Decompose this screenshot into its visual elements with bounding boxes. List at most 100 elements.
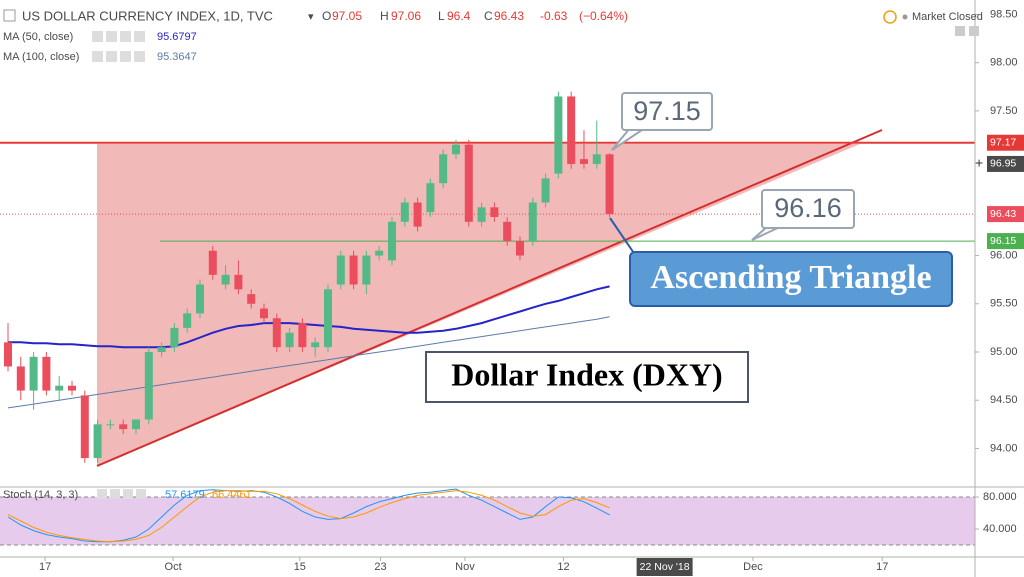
candle-body	[349, 255, 358, 285]
candle-body	[80, 395, 89, 459]
price-tag	[987, 134, 1024, 151]
legend-controls[interactable]	[92, 31, 145, 42]
candle-body	[567, 96, 576, 164]
collapse-icon[interactable]	[3, 9, 16, 22]
candle-body	[285, 332, 294, 348]
legend-controls[interactable]	[97, 489, 146, 499]
legend-ma50-value: 95.6797	[157, 31, 197, 43]
y-tick-label: 40.000	[983, 523, 1017, 535]
price-tag-label: 96.95	[990, 158, 1016, 170]
candle-body	[259, 308, 268, 319]
candle-body	[515, 241, 524, 256]
candle-body	[503, 221, 512, 242]
stoch-title: Stoch (14, 3, 3)	[3, 489, 78, 501]
candle-body	[605, 154, 614, 215]
callout-box	[629, 251, 953, 307]
chart-label: Dollar Index (DXY)	[451, 356, 722, 392]
y-tick-label: 94.00	[990, 442, 1018, 454]
candle-body	[439, 154, 448, 184]
price-tag-label: 96.15	[990, 235, 1016, 247]
x-tick-label: 17	[39, 561, 51, 573]
callout-support: 96.16	[774, 193, 842, 223]
status-dot	[902, 14, 908, 20]
candle-body	[579, 159, 588, 164]
moving-average	[7, 316, 610, 409]
candle-body	[541, 178, 550, 203]
panes	[0, 496, 975, 546]
legend-ma100-value: 95.3647	[157, 51, 197, 63]
candle-body	[477, 207, 486, 222]
candle-body	[311, 342, 320, 348]
candle-body	[55, 385, 64, 391]
close-value: 96.43	[494, 9, 524, 23]
candle-body	[170, 327, 179, 348]
candle-body	[131, 419, 140, 430]
crosshair-tag	[636, 558, 693, 576]
support-trendline	[96, 129, 883, 467]
candle-body	[464, 144, 473, 222]
candle-body	[42, 356, 51, 391]
moving-average	[8, 285, 610, 349]
legend-ma50: MA (50, close)	[3, 31, 73, 43]
candle-body	[413, 202, 422, 227]
legend-controls[interactable]	[92, 51, 145, 62]
x-tick-label: Oct	[165, 561, 182, 573]
low-value: 96.4	[447, 9, 471, 23]
candle-body	[3, 342, 12, 367]
candle-body	[362, 255, 371, 285]
y-tick-label: 98.00	[990, 57, 1018, 69]
price-tag	[987, 206, 1024, 223]
candle-body	[221, 274, 230, 285]
market-status: Market Closed	[912, 11, 983, 23]
change-value: -0.63	[540, 9, 568, 23]
candle-body	[400, 202, 409, 222]
low-label: L	[438, 9, 445, 23]
y-tick-label: 95.50	[990, 298, 1018, 310]
scale-icon[interactable]	[969, 26, 979, 36]
y-tick-label: 97.50	[990, 105, 1018, 117]
x-tick-label: 17	[876, 561, 888, 573]
candle-body	[67, 385, 76, 391]
legend-ma100: MA (100, close)	[3, 51, 79, 63]
x-tick-label: Dec	[743, 561, 763, 573]
plot	[0, 91, 975, 543]
candle-body	[426, 183, 435, 213]
x-tick-label: Nov	[455, 561, 475, 573]
y-tick-label: 95.00	[990, 346, 1018, 358]
x-tick-label: 15	[294, 561, 306, 573]
candle-body	[106, 424, 115, 426]
status-icon	[883, 10, 897, 24]
candle-body	[247, 294, 256, 304]
pattern-label: Ascending Triangle	[650, 259, 931, 296]
candle-body	[554, 96, 563, 174]
price-tag	[987, 155, 1024, 172]
chart-title: US DOLLAR CURRENCY INDEX, 1D, TVC	[22, 8, 273, 23]
candle-body	[183, 313, 192, 328]
scale-icon[interactable]	[955, 26, 965, 36]
stoch-k-value: 57.6179	[165, 489, 205, 501]
price-tag	[987, 233, 1024, 250]
x-tick-label: 12	[557, 561, 569, 573]
candle-body	[144, 351, 153, 420]
callout-box	[621, 92, 713, 131]
stoch-d-value: 66.4461	[212, 489, 252, 501]
candle-body	[375, 250, 384, 256]
candle-body	[451, 144, 460, 155]
stoch-line	[7, 490, 610, 543]
label-box	[425, 351, 749, 403]
dropdown-icon[interactable]: ▾	[308, 11, 314, 23]
callout-resistance: 97.15	[633, 96, 701, 126]
candle-body	[323, 289, 332, 348]
high-label: H	[380, 9, 389, 23]
candle-body	[298, 323, 307, 348]
change-percent: (−0.64%)	[579, 9, 628, 23]
candle-body	[528, 202, 537, 242]
candle-body	[234, 274, 243, 290]
candle-body	[93, 424, 102, 459]
crosshair-label: 22 Nov '18	[640, 561, 690, 573]
candle-body	[490, 207, 499, 217]
open-label: O	[322, 9, 331, 23]
candle-body	[208, 250, 217, 275]
